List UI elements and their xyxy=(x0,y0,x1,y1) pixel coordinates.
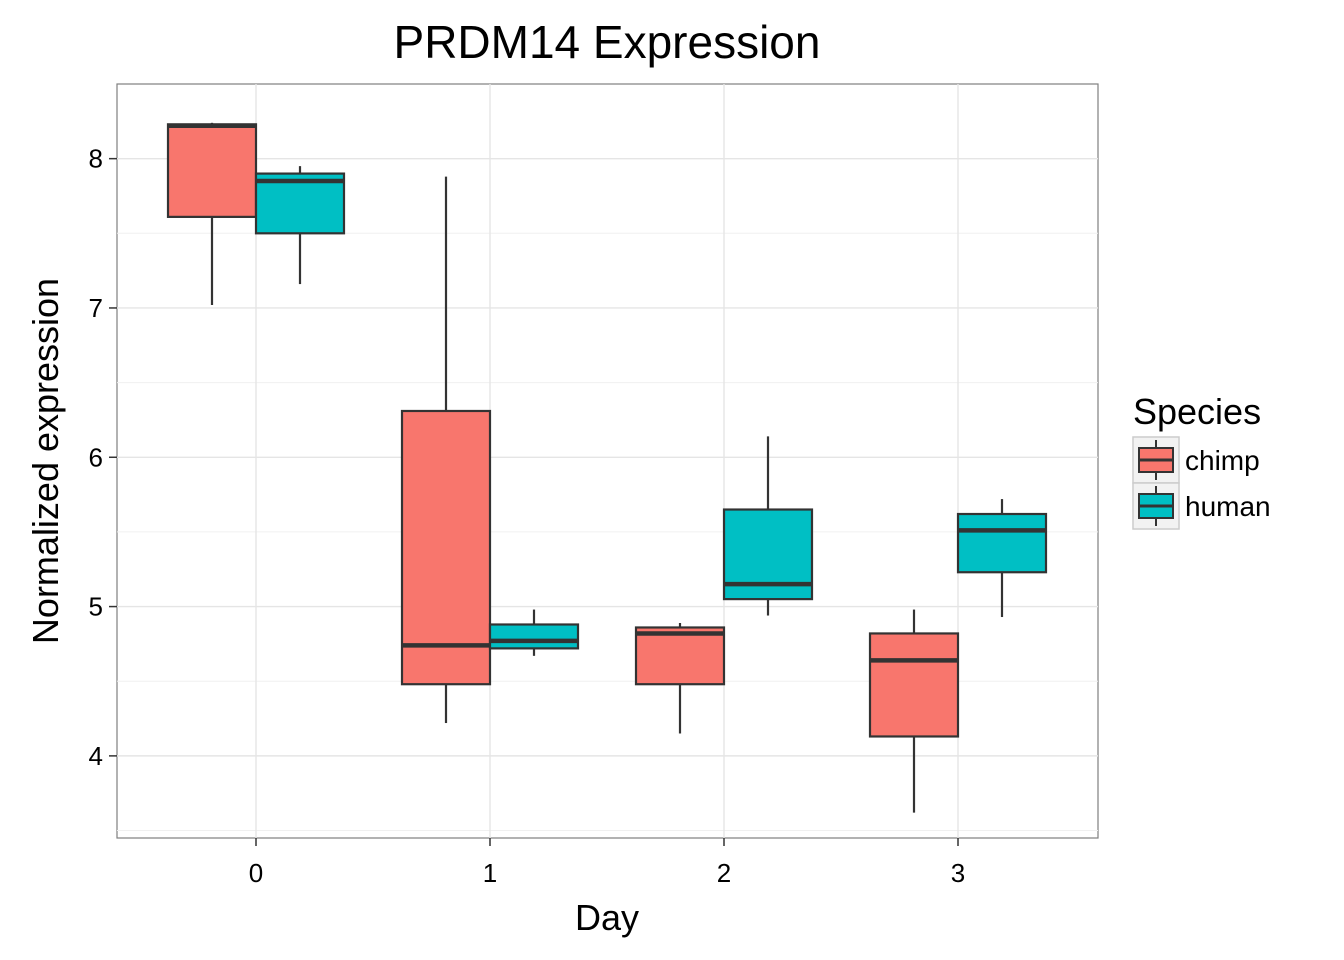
x-tick-label: 0 xyxy=(249,858,263,888)
y-axis-title: Normalized expression xyxy=(25,278,66,644)
y-tick-label: 7 xyxy=(89,293,103,323)
legend-label: human xyxy=(1185,491,1271,522)
box-body xyxy=(166,123,258,218)
legend-title: Species xyxy=(1133,391,1261,432)
box-chimp-day-1 xyxy=(400,176,492,724)
axes: 4 5 6 7 8 0 1 2 3 xyxy=(89,144,966,888)
y-tick-label: 6 xyxy=(89,442,103,472)
box-human-day-1 xyxy=(488,609,580,656)
box-body xyxy=(634,626,726,686)
box-chimp-day-2 xyxy=(634,622,726,734)
box-chimp-day-3 xyxy=(868,609,960,813)
y-tick-label: 4 xyxy=(89,741,103,771)
box-human-day-0 xyxy=(254,166,346,285)
x-tick-label: 3 xyxy=(951,858,965,888)
y-tick-label: 5 xyxy=(89,592,103,622)
boxes xyxy=(166,122,1048,813)
box-human-day-3 xyxy=(956,499,1048,618)
x-tick-label: 1 xyxy=(483,858,497,888)
chart-title: PRDM14 Expression xyxy=(394,16,821,68)
box-body xyxy=(488,623,580,650)
legend-label: chimp xyxy=(1185,445,1260,476)
legend-item-chimp: chimp xyxy=(1132,436,1260,484)
box-body xyxy=(868,632,960,738)
box-human-day-2 xyxy=(722,436,814,616)
box-chimp-day-0 xyxy=(166,122,258,305)
x-axis-title: Day xyxy=(575,897,639,938)
box-body xyxy=(254,172,346,235)
x-tick-label: 2 xyxy=(717,858,731,888)
box-body xyxy=(956,512,1048,574)
box-body xyxy=(400,409,492,686)
y-tick-label: 8 xyxy=(89,144,103,174)
legend-item-human: human xyxy=(1132,482,1271,530)
legend: Species chimp human xyxy=(1132,391,1271,530)
